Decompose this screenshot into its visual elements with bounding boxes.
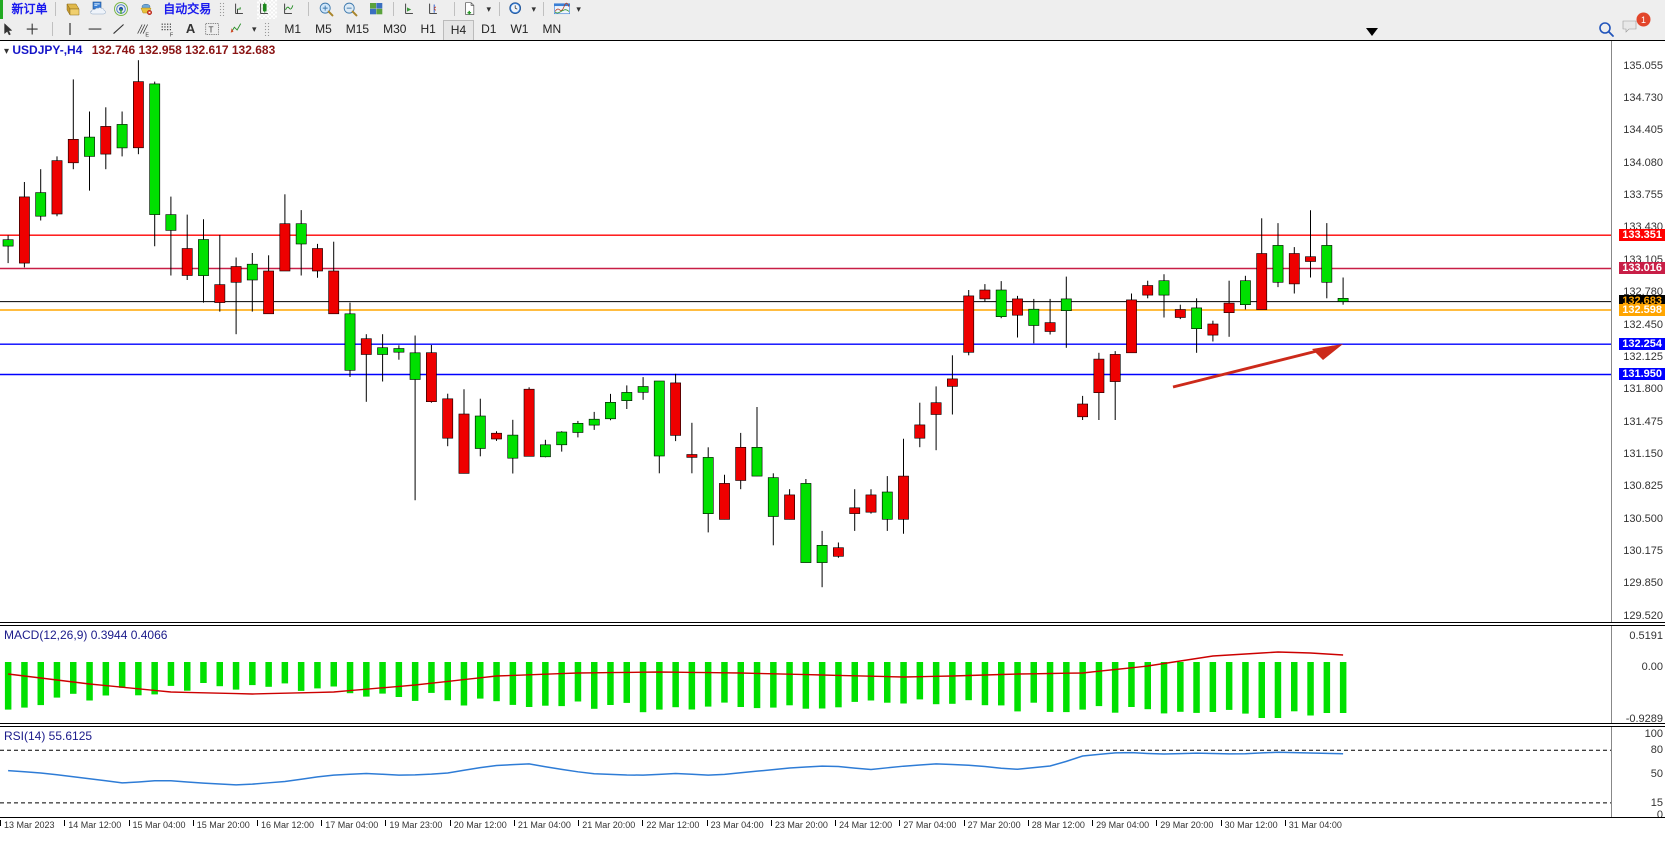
svg-text:E: E <box>145 32 149 38</box>
svg-text:F: F <box>170 32 174 38</box>
svg-text:1: 1 <box>1641 15 1646 25</box>
svg-text:T: T <box>209 26 214 35</box>
